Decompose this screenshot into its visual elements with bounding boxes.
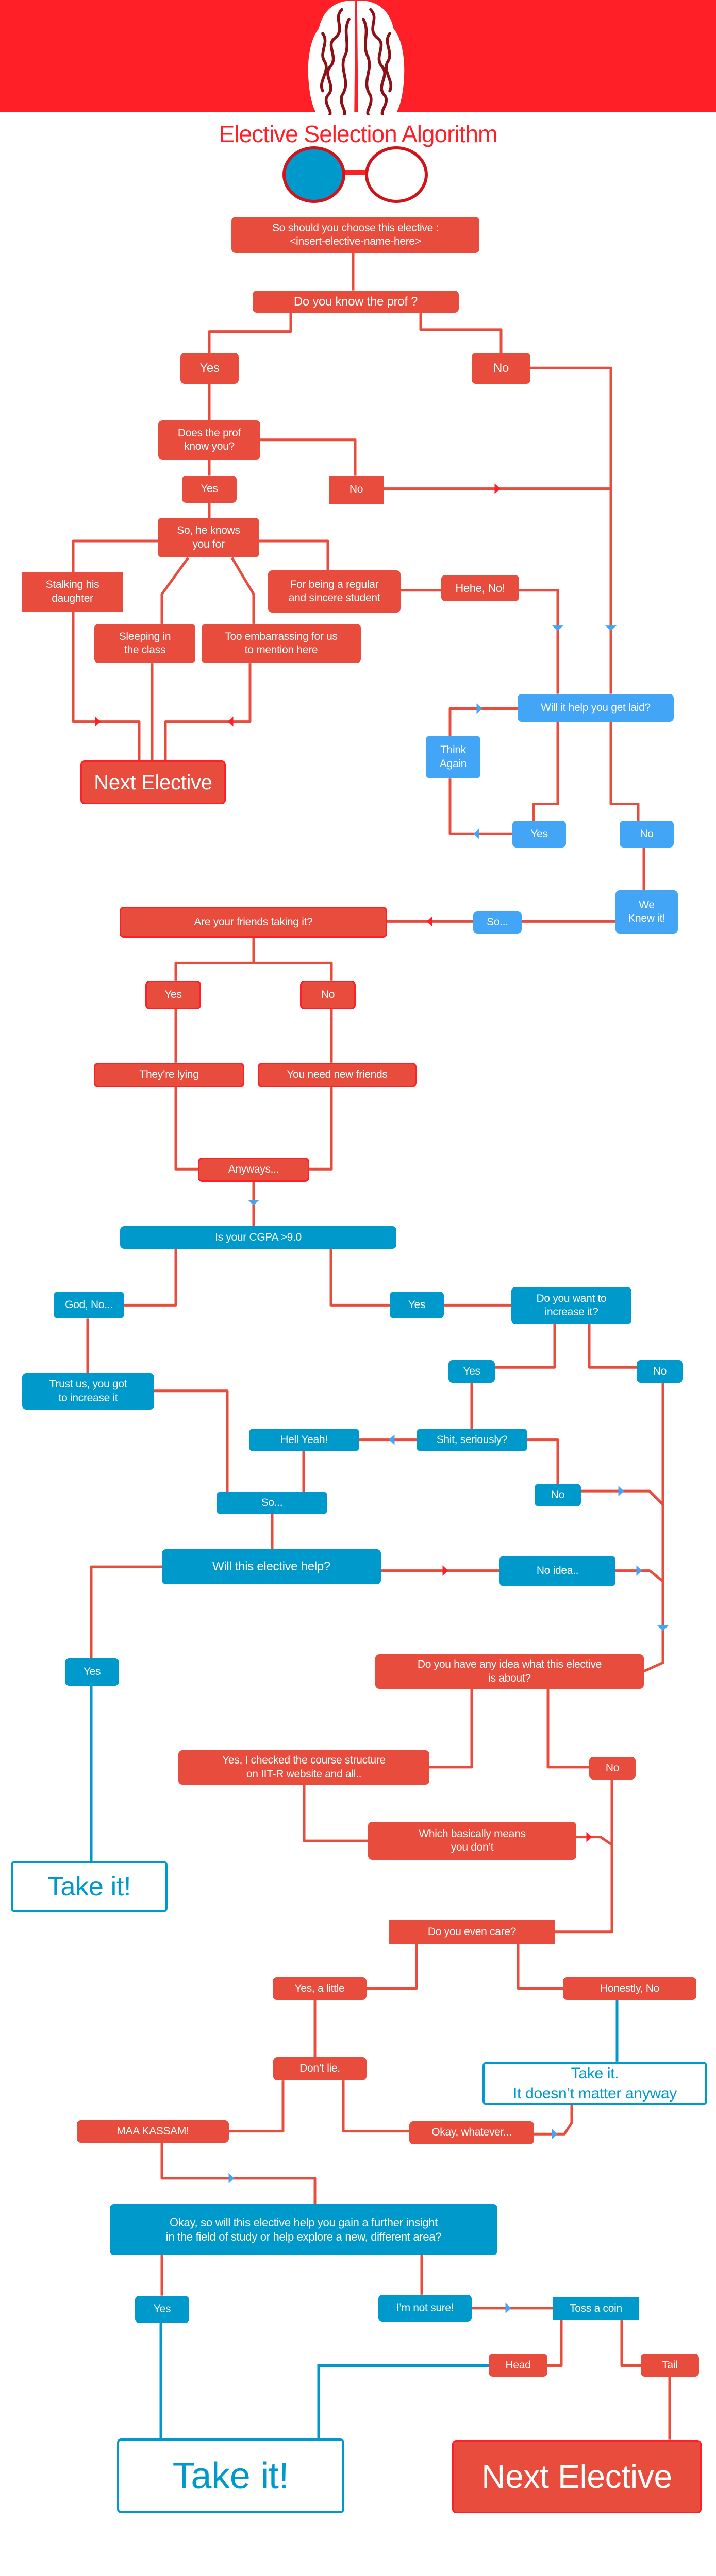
theyre-lying: They’re lying xyxy=(94,1063,244,1087)
idea-yes-checked: Yes, I checked the course structure on I… xyxy=(178,1750,429,1785)
arrowhead-icon xyxy=(248,1200,259,1206)
arrowhead-icon xyxy=(505,2302,511,2314)
hehe-no: Hehe, No! xyxy=(441,575,519,601)
toss-a-coin: Toss a coin xyxy=(553,2297,639,2320)
okay-whatever: Okay, whatever... xyxy=(409,2121,534,2144)
cgpa-no: God, No... xyxy=(54,1292,124,1318)
take-it-end-2: Take it. It doesn’t matter anyway xyxy=(482,2062,707,2105)
idea-question: Do you have any idea what this elective … xyxy=(375,1654,644,1689)
coin-head: Head xyxy=(489,2354,547,2377)
so-1: So... xyxy=(473,911,522,934)
arrowhead-icon xyxy=(442,1565,448,1576)
get-laid-question: Will it help you get laid? xyxy=(518,694,674,722)
prof-knows-yes: Yes xyxy=(182,476,237,503)
hell-yeah: Hell Yeah! xyxy=(249,1429,359,1451)
we-knew-it: We Knew it! xyxy=(615,890,678,934)
arrowhead-icon xyxy=(227,716,234,727)
insight-not-sure: I’m not sure! xyxy=(378,2295,472,2322)
glasses-icon xyxy=(282,146,428,203)
help-no-idea: No idea.. xyxy=(499,1556,615,1586)
care-question: Do you even care? xyxy=(389,1920,555,1944)
prof-knows-you-question: Does the prof know you? xyxy=(158,420,260,460)
cgpa-yes: Yes xyxy=(390,1292,444,1318)
arrowhead-icon xyxy=(657,1625,669,1631)
anyways: Anyways... xyxy=(198,1158,309,1182)
increase-yes: Yes xyxy=(448,1360,495,1383)
insight-question: Okay, so will this elective help you gai… xyxy=(110,2204,497,2255)
help-yes: Yes xyxy=(65,1658,119,1686)
brain-icon xyxy=(308,1,405,115)
basically-means: Which basically means you don’t xyxy=(368,1822,576,1860)
shit-seriously: Shit, seriously? xyxy=(417,1429,527,1451)
arrowhead-icon xyxy=(605,625,617,631)
arrowhead-icon xyxy=(389,1434,395,1445)
increase-no: No xyxy=(637,1360,683,1383)
know-prof-no: No xyxy=(472,353,530,384)
idea-no: No xyxy=(589,1757,636,1780)
arrowhead-icon xyxy=(636,1565,642,1576)
get-laid-yes: Yes xyxy=(512,821,566,848)
insight-yes: Yes xyxy=(135,2296,189,2323)
arrowhead-icon xyxy=(618,1485,624,1497)
care-yes-little: Yes, a little xyxy=(273,1977,367,2000)
dont-lie: Don’t lie. xyxy=(273,2057,367,2080)
trust-us: Trust us, you got to increase it xyxy=(22,1373,154,1410)
start-question: So should you choose this elective : <in… xyxy=(231,217,479,253)
care-honestly-no: Honestly, No xyxy=(563,1977,696,2000)
friends-no: No xyxy=(300,981,356,1009)
next-elective-end-2: Next Elective xyxy=(452,2440,702,2513)
friends-yes: Yes xyxy=(145,981,201,1009)
arrowhead-icon xyxy=(95,716,101,727)
arrowhead-icon xyxy=(228,2173,235,2184)
page-title: Elective Selection Algorithm xyxy=(219,121,498,147)
option-stalking: Stalking his daughter xyxy=(22,572,123,612)
so-2: So... xyxy=(217,1492,327,1514)
know-prof-yes: Yes xyxy=(180,353,239,384)
take-it-end-3: Take it! xyxy=(117,2438,344,2513)
option-embarrassing: Too embarrassing for us to mention here xyxy=(202,624,361,663)
arrowhead-icon xyxy=(586,1832,592,1842)
think-again: Think Again xyxy=(426,736,480,778)
next-elective-end-1: Next Elective xyxy=(80,760,226,804)
know-prof-question: Do you know the prof ? xyxy=(253,291,459,313)
option-regular-student: For being a regular and sincere student xyxy=(268,570,401,613)
cgpa-question: Is your CGPA >9.0 xyxy=(120,1226,396,1249)
take-it-end-1: Take it! xyxy=(11,1861,168,1912)
arrowhead-icon xyxy=(473,828,479,839)
friends-question: Are your friends taking it? xyxy=(120,907,387,938)
arrowhead-icon xyxy=(552,2129,558,2140)
increase-question: Do you want to increase it? xyxy=(511,1287,631,1324)
elective-help-question: Will this elective help? xyxy=(162,1549,381,1584)
arrowhead-icon xyxy=(476,703,482,714)
coin-tail: Tail xyxy=(641,2354,699,2377)
arrowhead-icon xyxy=(552,625,563,631)
get-laid-no: No xyxy=(620,821,674,848)
arrowhead-icon xyxy=(494,483,501,494)
prof-knows-no: No xyxy=(329,476,384,504)
need-new-friends: You need new friends xyxy=(258,1063,417,1087)
maa-kassam: MAA KASSAM! xyxy=(77,2120,229,2143)
knows-you-for: So, he knows you for xyxy=(158,518,259,557)
option-sleeping: Sleeping in the class xyxy=(94,624,195,663)
seriously-no: No xyxy=(535,1484,581,1506)
arrowhead-icon xyxy=(426,916,432,927)
